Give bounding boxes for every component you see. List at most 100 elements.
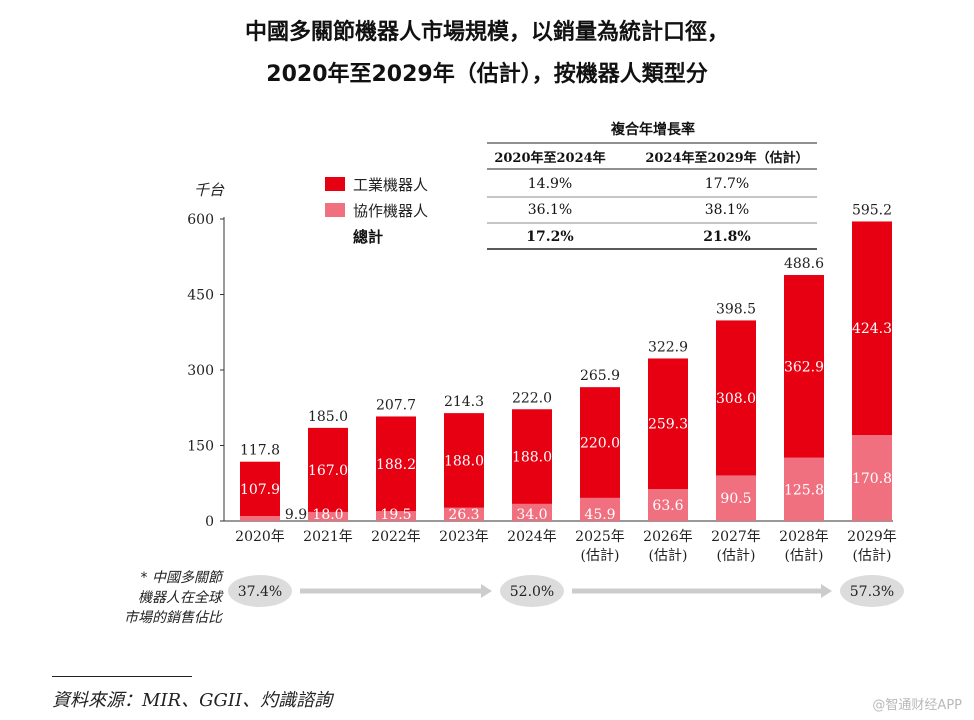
- bar-label-collaborative: 18.0: [312, 507, 343, 523]
- bar-label-collaborative: 170.8: [852, 471, 892, 487]
- legend-label: 工業機器人: [353, 176, 428, 194]
- share-oval: [840, 575, 904, 607]
- bar-collaborative: [580, 497, 620, 521]
- bar-collaborative: [784, 457, 824, 521]
- bar-collaborative: [852, 435, 892, 521]
- share-label: * 中國多關節: [141, 570, 224, 586]
- y-tick-label: 300: [187, 363, 214, 379]
- bar-label-industrial: 188.0: [512, 450, 552, 466]
- bar-label-industrial: 107.9: [240, 482, 280, 498]
- bar-collaborative: [648, 488, 688, 521]
- bar-total-label: 595.2: [852, 202, 892, 218]
- bar-industrial: [444, 413, 484, 508]
- bar-industrial: [308, 427, 348, 512]
- cagr-value: 21.8%: [703, 229, 750, 245]
- share-label: 機器人在全球: [138, 590, 224, 606]
- x-tick-label: 2029年: [847, 529, 897, 545]
- cagr-value: 14.9%: [528, 176, 572, 192]
- x-tick-label: (估計): [785, 548, 824, 564]
- x-tick-label: (估計): [717, 548, 756, 564]
- bar-industrial: [376, 416, 416, 512]
- bar-collaborative: [512, 503, 552, 521]
- share-oval: [228, 575, 292, 607]
- share-arrow-head: [821, 584, 832, 598]
- bar-collaborative: [376, 511, 416, 521]
- bar-label-collaborative: 45.9: [584, 507, 615, 523]
- legend-label: 協作機器人: [353, 202, 428, 220]
- x-tick-label: 2028年: [779, 529, 829, 545]
- legend-swatch: [325, 177, 345, 191]
- share-value: 37.4%: [238, 584, 282, 600]
- bar-industrial: [240, 461, 280, 517]
- cagr-col-header: 2024年至2029年（估計）: [645, 150, 808, 166]
- bar-total-label: 207.7: [376, 397, 416, 413]
- bar-label-industrial: 362.9: [784, 359, 824, 375]
- bar-industrial: [852, 221, 892, 436]
- x-tick-label: 2027年: [711, 529, 761, 545]
- cagr-header: 複合年增長率: [610, 121, 695, 138]
- cagr-col-header: 2020年至2024年: [494, 150, 605, 166]
- legend-total-label: 總計: [353, 228, 383, 246]
- bar-label-industrial: 308.0: [716, 391, 756, 407]
- bar-label-industrial: 188.2: [376, 457, 416, 473]
- bar-total-label: 117.8: [240, 443, 280, 459]
- x-tick-label: (估計): [853, 548, 892, 564]
- bar-collaborative: [444, 507, 484, 521]
- bar-label-collaborative: 63.6: [652, 498, 683, 514]
- bar-industrial: [648, 358, 688, 489]
- share-oval: [500, 575, 564, 607]
- y-axis-unit: 千台: [194, 181, 225, 199]
- x-tick-label: 2025年: [575, 529, 625, 545]
- bar-total-label: 222.0: [512, 390, 552, 406]
- bar-total-label: 214.3: [444, 394, 484, 410]
- cagr-value: 17.2%: [526, 229, 573, 245]
- bar-industrial: [784, 275, 824, 458]
- share-label: 市場的銷售佔比: [124, 610, 224, 626]
- bar-label-collaborative: 34.0: [516, 507, 547, 523]
- legend-swatch: [325, 203, 345, 217]
- share-arrow-head: [481, 584, 492, 598]
- bar-label-collaborative: 9.9: [285, 507, 307, 523]
- y-tick-label: 600: [187, 212, 214, 228]
- x-tick-label: 2024年: [507, 529, 557, 545]
- bar-label-industrial: 220.0: [580, 436, 620, 452]
- x-tick-label: 2020年: [235, 529, 285, 545]
- bar-label-industrial: 167.0: [308, 463, 348, 479]
- bar-collaborative: [716, 475, 756, 521]
- cagr-value: 36.1%: [528, 202, 572, 218]
- y-tick-label: 150: [187, 439, 214, 455]
- x-tick-label: (估計): [581, 548, 620, 564]
- bar-label-collaborative: 90.5: [720, 491, 751, 507]
- bar-label-collaborative: 26.3: [448, 507, 479, 523]
- bar-collaborative: [240, 516, 280, 521]
- y-tick-label: 0: [205, 514, 214, 530]
- bar-label-collaborative: 19.5: [380, 507, 411, 523]
- bar-industrial: [512, 409, 552, 504]
- x-tick-label: (估計): [649, 548, 688, 564]
- bar-label-industrial: 259.3: [648, 417, 688, 433]
- x-tick-label: 2022年: [371, 529, 421, 545]
- bar-label-industrial: 188.0: [444, 453, 484, 469]
- x-tick-label: 2026年: [643, 529, 693, 545]
- cagr-value: 17.7%: [705, 176, 749, 192]
- x-tick-label: 2023年: [439, 529, 489, 545]
- bar-total-label: 322.9: [648, 339, 688, 355]
- bar-total-label: 488.6: [784, 256, 824, 272]
- bar-collaborative: [308, 511, 348, 521]
- bar-label-collaborative: 125.8: [784, 482, 824, 498]
- share-value: 57.3%: [850, 584, 894, 600]
- source-note: 資料來源：MIR、GGII、灼識諮詢: [52, 690, 333, 711]
- bar-label-industrial: 424.3: [852, 321, 892, 337]
- share-value: 52.0%: [510, 584, 554, 600]
- y-tick-label: 450: [187, 288, 214, 304]
- cagr-value: 38.1%: [705, 202, 749, 218]
- bar-total-label: 185.0: [308, 409, 348, 425]
- bar-total-label: 398.5: [716, 301, 756, 317]
- chart-title-line1: 中國多關節機器人市場規模，以銷量為統計口徑，: [244, 20, 729, 45]
- x-tick-label: 2021年: [303, 529, 353, 545]
- bar-industrial: [580, 387, 620, 498]
- chart-title-line2: 2020年至2029年（估計），按機器人類型分: [266, 62, 708, 87]
- bar-industrial: [716, 320, 756, 476]
- bar-total-label: 265.9: [580, 368, 620, 384]
